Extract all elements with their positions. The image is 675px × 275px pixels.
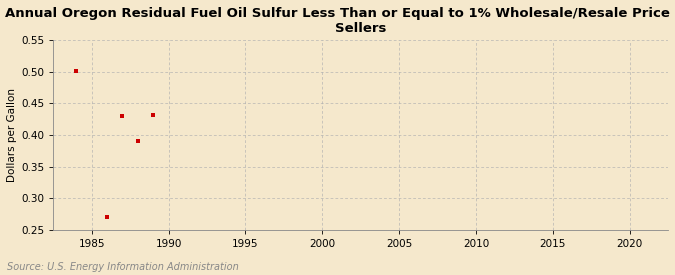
Point: [117, 114, 128, 118]
Y-axis label: Dollars per Gallon: Dollars per Gallon: [7, 88, 17, 182]
Title: Annual Oregon Residual Fuel Oil Sulfur Less Than or Equal to 1% Wholesale/Resale: Annual Oregon Residual Fuel Oil Sulfur L…: [5, 7, 675, 35]
Point: [102, 214, 113, 219]
Point: [71, 68, 82, 73]
Point: [132, 139, 143, 144]
Point: [148, 113, 159, 118]
Text: Source: U.S. Energy Information Administration: Source: U.S. Energy Information Administ…: [7, 262, 238, 272]
